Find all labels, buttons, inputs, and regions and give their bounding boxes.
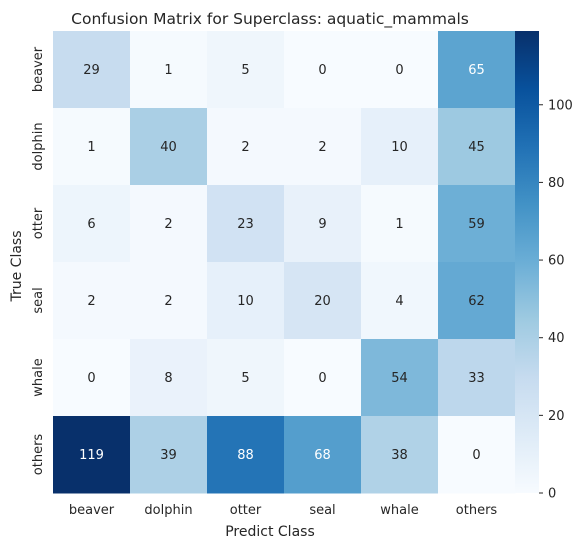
cell-value-label: 39	[160, 448, 177, 463]
y-axis-label: True Class	[9, 230, 25, 302]
cell-value-label: 62	[468, 294, 485, 309]
x-tick-label: seal	[309, 503, 335, 518]
cell-value-label: 33	[468, 371, 485, 386]
colorbar-tick-label: 80	[548, 176, 565, 191]
heatmap-cell	[207, 31, 285, 109]
heatmap-cell	[53, 31, 131, 109]
colorbar-tick-label: 100	[548, 98, 573, 113]
heatmap-cell	[53, 339, 131, 417]
cell-value-label: 0	[395, 63, 403, 78]
cell-value-label: 10	[237, 294, 254, 309]
x-axis-label: Predict Class	[225, 524, 315, 540]
heatmap-cell	[361, 262, 439, 340]
heatmap-cell	[284, 31, 362, 109]
cell-value-label: 23	[237, 217, 254, 232]
y-tick-label: whale	[31, 358, 46, 396]
cell-value-label: 38	[391, 448, 408, 463]
cell-value-label: 20	[314, 294, 331, 309]
heatmap-cell	[361, 108, 439, 186]
heatmap-cell	[53, 262, 131, 340]
x-tick-label: whale	[380, 503, 418, 518]
cell-value-label: 45	[468, 140, 485, 155]
cell-value-label: 10	[391, 140, 408, 155]
cell-value-label: 65	[468, 63, 485, 78]
cell-value-label: 2	[87, 294, 95, 309]
heatmap-cell	[207, 108, 285, 186]
heatmap-cell	[438, 185, 516, 263]
x-tick-label: dolphin	[144, 503, 192, 518]
y-tick-label: others	[31, 434, 46, 476]
cell-value-label: 0	[318, 371, 326, 386]
cell-value-label: 8	[164, 371, 172, 386]
cell-value-label: 2	[164, 294, 172, 309]
x-tick-labels: beaver dolphin otter seal whale others	[69, 503, 498, 518]
heatmap-cell	[53, 185, 131, 263]
heatmap-cell	[53, 108, 131, 186]
heatmap-cell	[438, 416, 516, 494]
heatmap-cell	[438, 339, 516, 417]
cell-value-label: 4	[395, 294, 403, 309]
heatmap-cell	[207, 185, 285, 263]
heatmap-cell	[438, 31, 516, 109]
cell-value-label: 119	[79, 448, 104, 463]
y-tick-label: dolphin	[31, 122, 46, 170]
heatmap-cell	[130, 416, 208, 494]
heatmap-cell	[207, 339, 285, 417]
heatmap-cell	[284, 262, 362, 340]
y-tick-labels: beaver dolphin otter seal whale others	[31, 46, 46, 475]
heatmap-cell	[438, 262, 516, 340]
cell-value-label: 1	[395, 217, 403, 232]
cell-value-label: 9	[318, 217, 326, 232]
cell-value-label: 6	[87, 217, 95, 232]
heatmap-cell	[130, 339, 208, 417]
cell-value-label: 0	[318, 63, 326, 78]
heatmap-cell	[207, 416, 285, 494]
colorbar-tick-label: 0	[548, 487, 556, 502]
heatmap-cell	[284, 416, 362, 494]
heatmap-cell	[207, 262, 285, 340]
cell-value-label: 29	[83, 63, 100, 78]
heatmap-cell	[130, 31, 208, 109]
x-tick-label: beaver	[69, 503, 115, 518]
heatmap-cell	[130, 185, 208, 263]
heatmap-cell	[438, 108, 516, 186]
cell-value-label: 0	[87, 371, 95, 386]
cell-value-label: 1	[164, 63, 172, 78]
heatmap-cell	[361, 31, 439, 109]
cell-value-label: 59	[468, 217, 485, 232]
cell-value-label: 68	[314, 448, 331, 463]
heatmap-cell	[361, 416, 439, 494]
cell-value-label: 54	[391, 371, 408, 386]
heatmap-cell	[130, 108, 208, 186]
colorbar-ticks: 0 20 40 60 80 100	[539, 98, 573, 502]
x-tick-label: otter	[230, 503, 262, 518]
colorbar-tick-label: 20	[548, 409, 565, 424]
heatmap-cells: 29 1 5 0 0 651 40 2 2 10 456 2 23 9 1 592 2 10 20 4 620 8 5 0 54…	[53, 31, 516, 494]
y-tick-label: otter	[31, 207, 46, 239]
cell-value-label: 40	[160, 140, 177, 155]
cell-value-label: 2	[318, 140, 326, 155]
cell-value-label: 2	[164, 217, 172, 232]
y-tick-label: beaver	[31, 46, 46, 92]
cell-value-label: 0	[472, 448, 480, 463]
colorbar	[515, 31, 539, 493]
heatmap-cell	[361, 185, 439, 263]
y-tick-label: seal	[31, 287, 46, 313]
cell-value-label: 88	[237, 448, 254, 463]
heatmap-cell	[284, 339, 362, 417]
heatmap-cell	[284, 108, 362, 186]
colorbar-tick-label: 60	[548, 254, 565, 269]
cell-value-label: 5	[241, 63, 249, 78]
heatmap-cell	[53, 416, 131, 494]
heatmap-cell	[284, 185, 362, 263]
heatmap-cell	[130, 262, 208, 340]
cell-value-label: 2	[241, 140, 249, 155]
chart-title: Confusion Matrix for Superclass: aquatic…	[71, 10, 469, 29]
x-tick-label: others	[456, 503, 498, 518]
heatmap-cell	[361, 339, 439, 417]
colorbar-tick-label: 40	[548, 331, 565, 346]
cell-value-label: 1	[87, 140, 95, 155]
cell-value-label: 5	[241, 371, 249, 386]
